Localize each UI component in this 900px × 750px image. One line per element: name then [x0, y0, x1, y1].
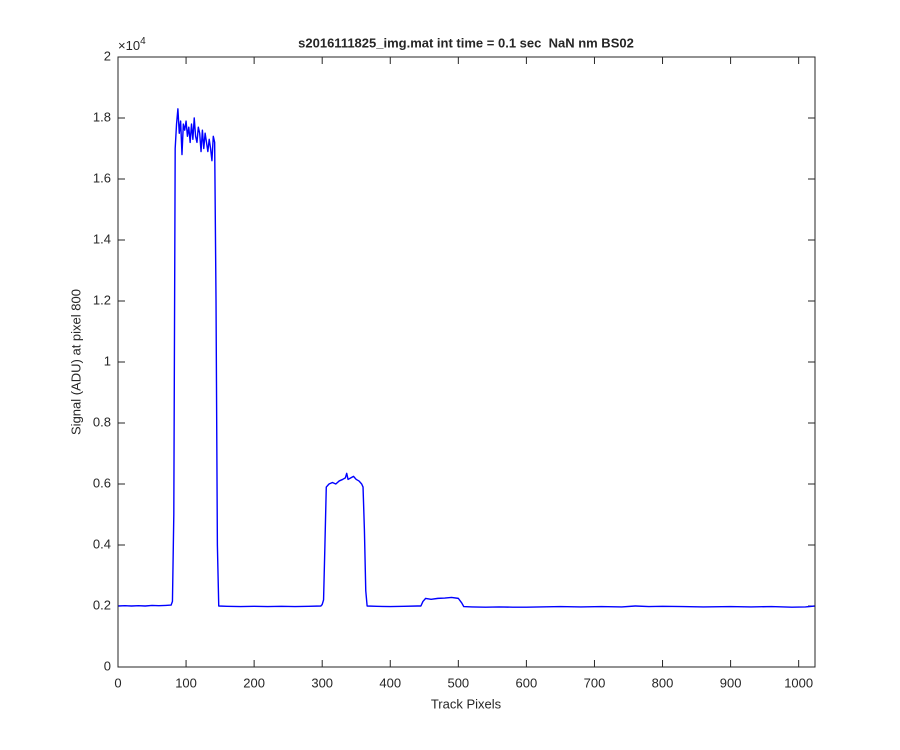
- y-multiplier: ×104: [118, 36, 146, 54]
- x-axis-label: Track Pixels: [431, 696, 502, 711]
- y-tick-label: 0.2: [93, 597, 111, 612]
- data-line: [117, 108, 816, 608]
- y-tick-label: 0: [104, 658, 111, 673]
- x-tick-label: 100: [175, 675, 197, 690]
- y-tick-label: 1.2: [93, 292, 111, 307]
- chart-title: s2016111825_img.mat int time = 0.1 sec N…: [298, 35, 634, 50]
- x-tick-label: 800: [652, 675, 674, 690]
- x-tick-label: 400: [379, 675, 401, 690]
- y-tick-label: 2: [104, 48, 111, 63]
- y-tick-label: 0.4: [93, 536, 111, 551]
- y-axis-label: Signal (ADU) at pixel 800: [68, 289, 83, 435]
- plot-area: [118, 57, 815, 667]
- x-tick-label: 1000: [784, 675, 813, 690]
- y-tick-label: 0.8: [93, 414, 111, 429]
- x-tick-label: 0: [114, 675, 121, 690]
- axes-box: [117, 56, 816, 668]
- x-tick-label: 700: [584, 675, 606, 690]
- y-tick-label: 1.8: [93, 109, 111, 124]
- y-tick-label: 0.6: [93, 475, 111, 490]
- x-tick-label: 300: [311, 675, 333, 690]
- x-tick-label: 600: [516, 675, 538, 690]
- x-tick-label: 200: [243, 675, 265, 690]
- y-tick-label: 1.4: [93, 231, 111, 246]
- y-multiplier-exponent: 4: [140, 36, 146, 47]
- x-tick-label: 500: [447, 675, 469, 690]
- y-tick-label: 1.6: [93, 170, 111, 185]
- y-multiplier-base: ×10: [118, 38, 140, 53]
- y-tick-label: 1: [104, 353, 111, 368]
- x-tick-label: 900: [720, 675, 742, 690]
